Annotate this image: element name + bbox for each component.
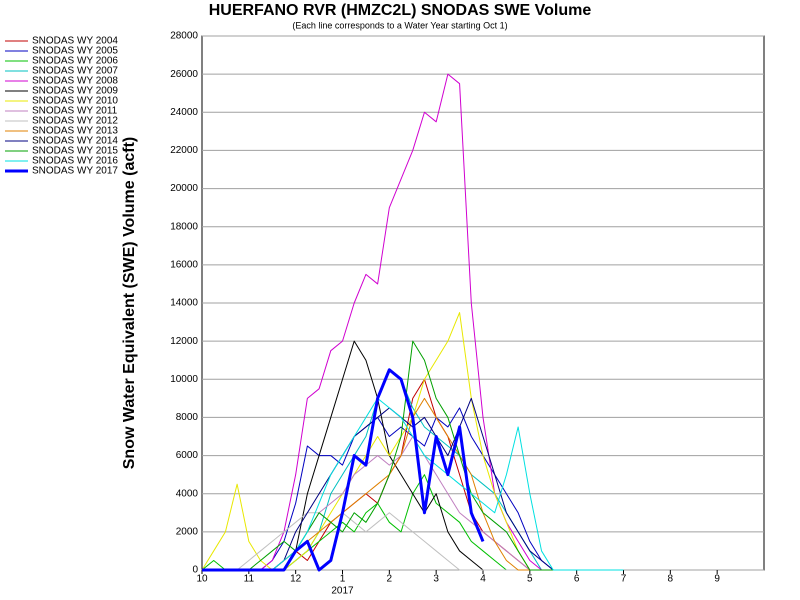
x-tick-label: 3 bbox=[433, 574, 439, 585]
legend-label: SNODAS WY 2007 bbox=[32, 66, 118, 77]
y-tick-label: 20000 bbox=[170, 183, 198, 194]
series-line bbox=[202, 368, 485, 572]
legend-label: SNODAS WY 2011 bbox=[32, 106, 118, 117]
y-tick-label: 24000 bbox=[170, 107, 198, 118]
y-tick-label: 22000 bbox=[170, 145, 198, 156]
y-tick-label: 6000 bbox=[176, 450, 199, 461]
legend-label: SNODAS WY 2005 bbox=[32, 46, 118, 57]
y-tick-label: 10000 bbox=[170, 374, 198, 385]
legend-label: SNODAS WY 2017 bbox=[32, 166, 118, 177]
legend-label: SNODAS WY 2004 bbox=[32, 36, 118, 47]
x-tick-label: 5 bbox=[527, 574, 533, 585]
legend-label: SNODAS WY 2015 bbox=[32, 146, 118, 157]
y-tick-label: 12000 bbox=[170, 336, 198, 347]
legend-label: SNODAS WY 2012 bbox=[32, 116, 118, 127]
legend-label: SNODAS WY 2016 bbox=[32, 156, 118, 167]
x-tick-label: 7 bbox=[621, 574, 627, 585]
x-year-label: 2017 bbox=[331, 586, 354, 597]
x-tick-label: 12 bbox=[290, 574, 302, 585]
legend-label: SNODAS WY 2010 bbox=[32, 96, 118, 107]
y-tick-label: 26000 bbox=[170, 69, 198, 80]
legend-label: SNODAS WY 2006 bbox=[32, 56, 118, 67]
x-tick-label: 9 bbox=[714, 574, 720, 585]
legend-label: SNODAS WY 2008 bbox=[32, 76, 118, 87]
x-tick-label: 10 bbox=[196, 574, 208, 585]
y-axis-label: Snow Water Equivalent (SWE) Volume (acft… bbox=[121, 137, 138, 469]
y-tick-label: 2000 bbox=[176, 526, 199, 537]
y-tick-label: 8000 bbox=[176, 412, 199, 423]
x-tick-label: 4 bbox=[480, 574, 486, 585]
x-tick-label: 2 bbox=[387, 574, 393, 585]
y-tick-label: 4000 bbox=[176, 488, 199, 499]
legend-label: SNODAS WY 2013 bbox=[32, 126, 118, 137]
chart-title: HUERFANO RVR (HMZC2L) SNODAS SWE Volume bbox=[209, 2, 592, 19]
y-tick-label: 28000 bbox=[170, 31, 198, 42]
chart-subtitle: (Each line corresponds to a Water Year s… bbox=[292, 20, 507, 30]
x-tick-label: 8 bbox=[668, 574, 674, 585]
x-tick-label: 6 bbox=[574, 574, 580, 585]
y-tick-label: 18000 bbox=[170, 221, 198, 232]
x-tick-label: 11 bbox=[244, 574, 255, 585]
x-tick-label: 1 bbox=[340, 574, 346, 585]
y-tick-label: 16000 bbox=[170, 259, 198, 270]
y-tick-label: 0 bbox=[192, 565, 198, 576]
y-tick-label: 14000 bbox=[170, 298, 198, 309]
legend-label: SNODAS WY 2009 bbox=[32, 86, 118, 97]
legend-label: SNODAS WY 2014 bbox=[32, 136, 118, 147]
